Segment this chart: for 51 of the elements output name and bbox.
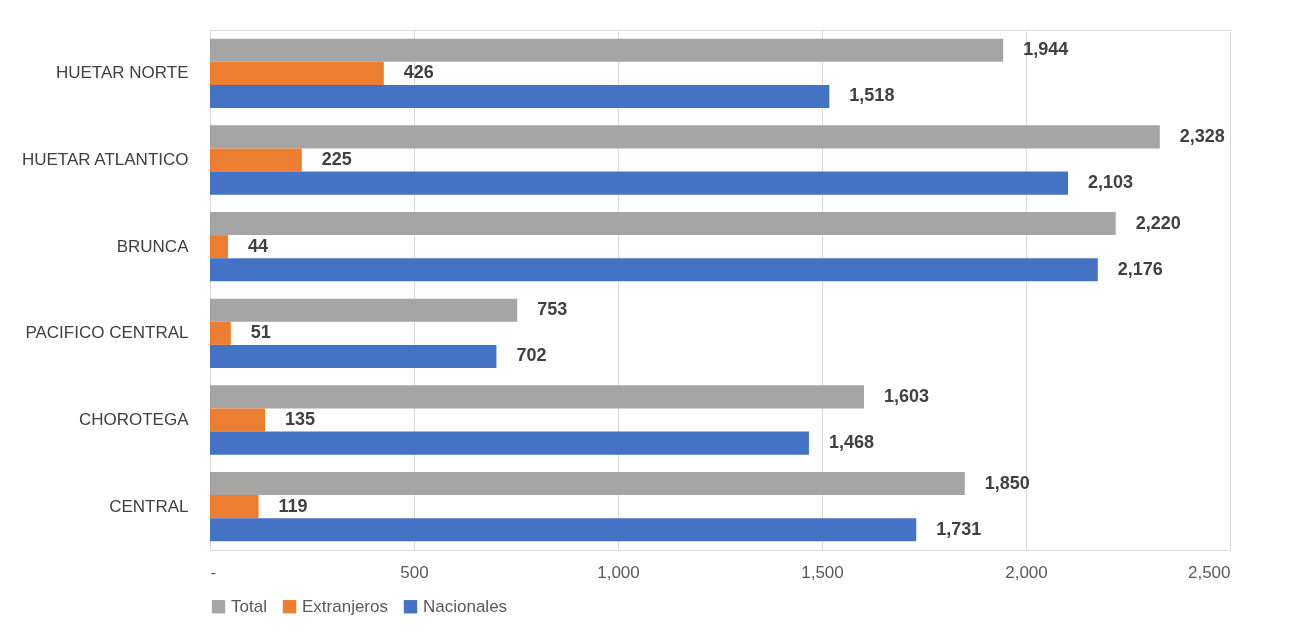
data-label: 1,731: [936, 518, 982, 539]
data-label: 51: [250, 322, 271, 343]
bar: [210, 235, 228, 259]
bar: [210, 408, 266, 432]
x-tick-label: 2,000: [1005, 562, 1048, 582]
data-label: 44: [247, 235, 268, 256]
bar: [210, 171, 1069, 195]
bar: [210, 298, 518, 322]
bar: [210, 61, 384, 85]
bar: [210, 385, 865, 409]
legend-label: Nacionales: [423, 596, 508, 616]
legend-label: Extranjeros: [302, 596, 388, 616]
bar: [210, 38, 1004, 62]
bar: [210, 125, 1160, 149]
data-label: 135: [285, 409, 316, 429]
bar: [210, 148, 302, 172]
data-label: 1,944: [1023, 39, 1069, 60]
y-tick-label: HUETAR ATLANTICO: [21, 150, 189, 169]
data-label: 1,603: [884, 385, 930, 406]
y-tick-label: CENTRAL: [109, 496, 189, 516]
bar: [210, 84, 830, 108]
y-tick-label: PACIFICO CENTRAL: [25, 323, 189, 343]
data-label: 119: [278, 495, 308, 516]
bar: [210, 344, 497, 368]
x-tick-label: 2,500: [1187, 562, 1231, 582]
data-label: 702: [516, 345, 547, 366]
data-label: 2,220: [1135, 212, 1181, 233]
y-tick-label: CHOROTEGA: [78, 410, 190, 429]
bar: [210, 495, 259, 519]
data-label: 2,328: [1179, 125, 1225, 146]
bar: [210, 321, 231, 345]
x-tick-label: -: [210, 562, 217, 582]
data-label: 2,103: [1088, 172, 1134, 193]
bar: [210, 258, 1098, 282]
data-label: 1,518: [849, 85, 895, 106]
bar: [210, 518, 917, 542]
y-tick-label: BRUNCA: [116, 236, 190, 256]
x-tick-label: 1,000: [597, 562, 640, 582]
data-label: 1,850: [984, 472, 1030, 493]
data-label: 2,176: [1117, 258, 1163, 279]
legend-label: Total: [231, 596, 267, 616]
bar: [210, 472, 965, 496]
data-label: 753: [537, 299, 568, 320]
y-tick-label: HUETAR NORTE: [55, 63, 189, 83]
bar: [210, 212, 1116, 236]
data-label: 426: [403, 62, 434, 83]
data-label: 1,468: [828, 432, 874, 453]
data-label: 225: [321, 149, 352, 169]
x-tick-label: 500: [400, 562, 429, 582]
x-tick-label: 1,500: [801, 562, 844, 582]
bar: [210, 431, 809, 455]
